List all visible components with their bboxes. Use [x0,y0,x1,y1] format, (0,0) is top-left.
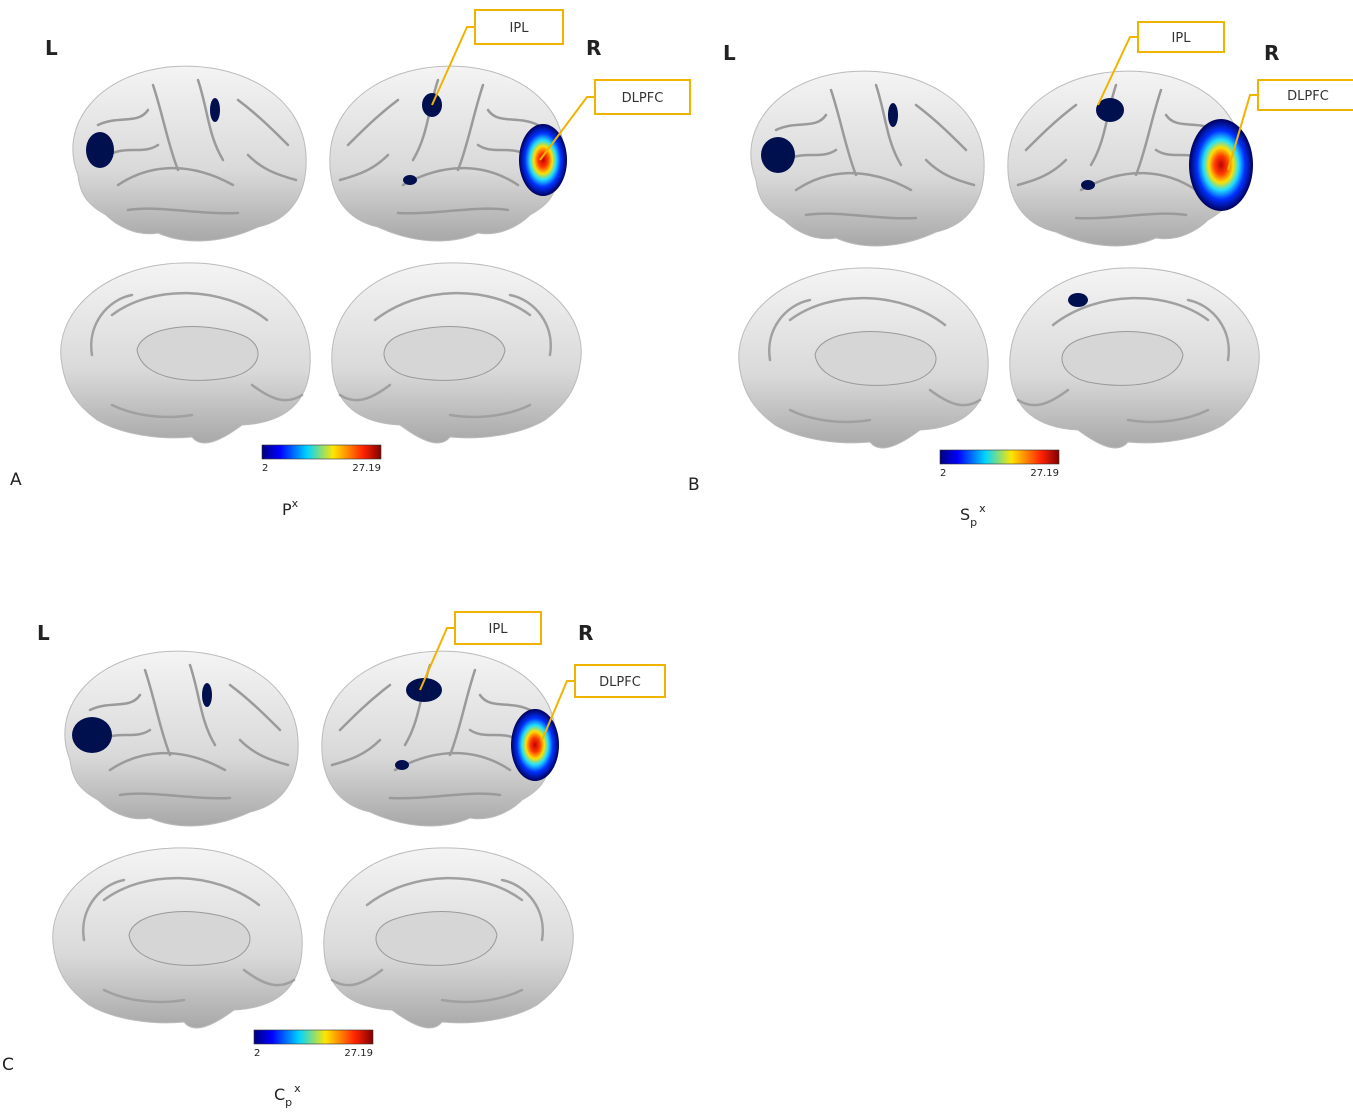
activation [761,137,795,173]
activation [403,175,417,185]
caption: Spx [960,502,986,529]
caption: Px [282,497,299,519]
hemisphere-label: R [1264,41,1279,65]
colorbar-min-label: 2 [940,468,946,479]
callout-label: DLPFC [599,675,641,690]
activation [202,683,212,707]
caption-base: P [282,500,292,519]
hemisphere-label: R [586,36,601,60]
activation [511,709,559,781]
brain-left-medial [739,268,988,448]
colorbar [254,1030,373,1044]
activation [1081,180,1095,190]
activation [888,103,898,127]
hemisphere-label: R [578,621,593,645]
callout-label: DLPFC [622,91,664,106]
colorbar-max-label: 27.19 [1030,468,1059,479]
callout-label: IPL [510,21,530,36]
caption-base: S [960,505,970,524]
brain-left-medial [61,263,310,443]
caption-sub: p [970,516,977,529]
figure: LRIPLDLPFC227.19APxLRIPLDLPFC227.19BSpxL… [0,0,1353,1111]
activation [1189,119,1253,211]
panel-letter: A [10,470,22,490]
hemisphere-label: L [45,36,58,60]
panel: L R IPL DLPFC 2 27.19 B Spx [688,22,1353,529]
brain-right-medial [332,263,581,443]
colorbar-max-label: 27.19 [352,463,381,474]
caption: Cpx [274,1082,301,1109]
activation [1068,293,1088,307]
hemisphere-label: L [723,41,736,65]
panel-letter: C [2,1055,14,1075]
colorbar-min-label: 2 [254,1048,260,1059]
caption-sup: x [292,497,299,510]
caption-sup: x [294,1082,301,1095]
panel-letter: B [688,475,700,495]
activation [72,717,112,753]
caption-sup: x [979,502,986,515]
activation [86,132,114,168]
caption-sub: p [285,1096,292,1109]
colorbar-min-label: 2 [262,463,268,474]
brain-right-medial [1010,268,1259,448]
colorbar-max-label: 27.19 [344,1048,373,1059]
colorbar [262,445,381,459]
activation [395,760,409,770]
colorbar [940,450,1059,464]
brain-left-medial [53,848,302,1028]
brain-right-medial [324,848,573,1028]
callout-label: IPL [1172,31,1192,46]
panel: L R IPL DLPFC 2 27.19 A Px [10,10,690,519]
activation [210,98,220,122]
callout-label: DLPFC [1287,89,1329,104]
caption-base: C [274,1085,285,1104]
hemisphere-label: L [37,621,50,645]
callout-label: IPL [489,622,509,637]
